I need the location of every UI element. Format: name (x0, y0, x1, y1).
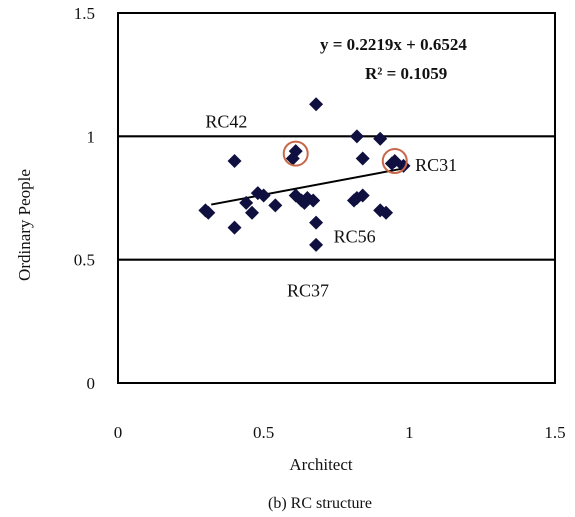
plot-border (118, 13, 555, 383)
y-tick-label: 1 (87, 127, 96, 146)
x-tick-label: 1.5 (544, 423, 565, 442)
data-point (309, 97, 323, 111)
y-tick-label: 1.5 (74, 4, 95, 23)
point-annotation: RC31 (415, 155, 457, 175)
highlight-rings (284, 142, 407, 173)
data-point (309, 216, 323, 230)
x-tick-label: 1 (405, 423, 414, 442)
r-squared-label: R² = 0.1059 (365, 64, 447, 83)
trendline-equation: y = 0.2219x + 0.6524 (320, 35, 467, 54)
data-point (350, 129, 364, 143)
plot-area (118, 13, 555, 383)
data-point (356, 152, 370, 166)
data-point (268, 198, 282, 212)
data-point (228, 154, 242, 168)
point-annotation: RC37 (287, 281, 329, 301)
y-tick-label: 0.5 (74, 251, 95, 270)
y-axis-title: Ordinary People (15, 169, 34, 281)
figure-caption: (b) RC structure (268, 495, 372, 512)
data-point (373, 132, 387, 146)
point-annotation: RC56 (334, 226, 376, 246)
data-point (309, 238, 323, 252)
x-tick-label: 0.5 (253, 423, 274, 442)
y-tick-label: 0 (87, 374, 96, 393)
x-axis-title: Architect (289, 455, 353, 474)
data-point (228, 221, 242, 235)
point-annotation: RC42 (205, 112, 247, 132)
x-tick-label: 0 (114, 423, 123, 442)
